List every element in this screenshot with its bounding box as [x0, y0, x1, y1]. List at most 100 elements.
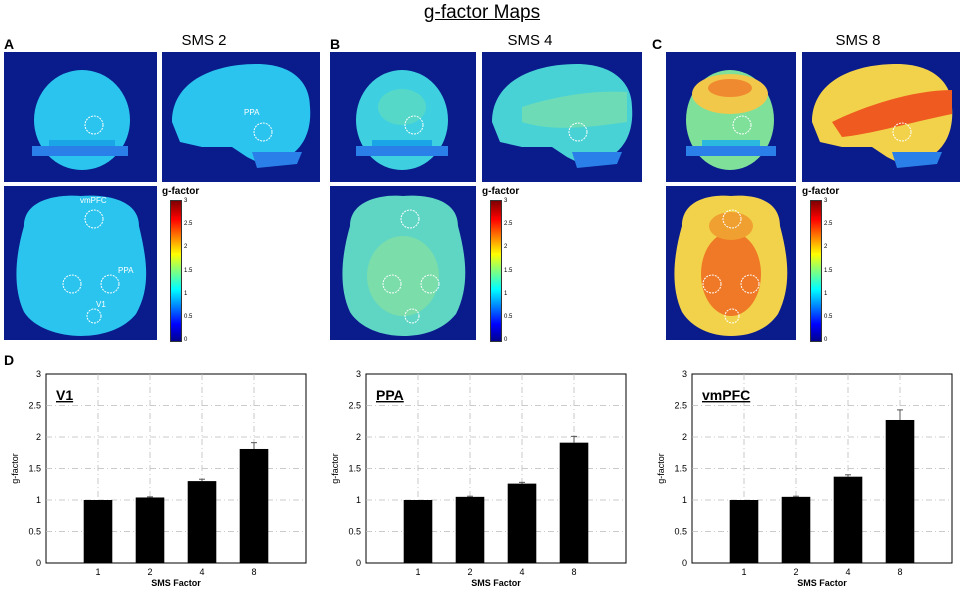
colorbar-tick: 3: [184, 198, 188, 204]
x-tick-label: 1: [741, 567, 746, 577]
colorbar-tick: 1: [824, 291, 828, 297]
figure-title: g-factor Maps: [423, 2, 541, 23]
colorbar-c-ticks: 3 2.5 2 1.5 1 0.5 0: [824, 198, 836, 344]
colorbar-a-ticks: 3 2.5 2 1.5 1 0.5 0: [184, 198, 196, 344]
y-tick-label: 1.5: [28, 464, 41, 474]
colorbar-tick: 2.5: [824, 221, 833, 227]
y-tick-label: 1.5: [348, 464, 361, 474]
y-tick-label: 3: [682, 369, 687, 379]
colorbar-tick: 1.5: [504, 268, 513, 274]
y-tick-label: 0: [36, 558, 41, 568]
colorbar-tick: 1: [184, 291, 188, 297]
x-tick-label: 8: [897, 567, 902, 577]
y-tick-label: 3: [36, 369, 41, 379]
colorbar-tick: 2: [824, 244, 828, 250]
bar: [239, 448, 269, 563]
colorbar-tick: 1.5: [184, 268, 193, 274]
x-tick-label: 4: [519, 567, 524, 577]
mri-axial-sms8: [666, 186, 796, 340]
chart-title: vmPFC: [702, 387, 750, 403]
colorbar-tick: 0.5: [184, 314, 193, 320]
mri-sagittal-sms8: [802, 52, 960, 182]
mri-axial-sms2: vmPFC PPA V1: [4, 186, 157, 340]
y-axis-label: g-factor: [656, 453, 666, 484]
y-axis-label: g-factor: [330, 453, 340, 484]
x-axis-label: SMS Factor: [797, 578, 847, 588]
x-tick-label: 8: [571, 567, 576, 577]
x-tick-label: 4: [845, 567, 850, 577]
bar: [833, 476, 863, 563]
bar: [187, 481, 217, 563]
y-tick-label: 2.5: [348, 401, 361, 411]
x-tick-label: 2: [793, 567, 798, 577]
x-tick-label: 2: [147, 567, 152, 577]
bar: [403, 500, 433, 563]
colorbar-tick: 0: [504, 337, 508, 343]
colorbar-tick: 3: [824, 198, 828, 204]
bar: [729, 500, 759, 563]
y-tick-label: 0.5: [28, 527, 41, 537]
panel-b-title: SMS 4: [507, 32, 553, 49]
colorbar-tick: 0: [824, 337, 828, 343]
y-tick-label: 2.5: [674, 401, 687, 411]
colorbar-a-label: g-factor: [162, 186, 200, 197]
colorbar-b-label: g-factor: [482, 186, 520, 197]
chart-ppa: 0 0.5 1 1.5 2 2.5 3 1 2 4 8 SMS Factor g-factor PPA: [330, 369, 627, 588]
chart-title: PPA: [376, 387, 404, 403]
chart-vmpfc: 0 0.5 1 1.5 2 2.5 3 1 2 4 8 SMS Factor g-factor vmPFC: [656, 369, 953, 588]
colorbar-tick: 1.5: [824, 268, 833, 274]
colorbar-tick: 2.5: [184, 221, 193, 227]
y-tick-label: 1: [356, 495, 361, 505]
colorbar-tick: 3: [504, 198, 508, 204]
x-axis-label: SMS Factor: [471, 578, 521, 588]
y-tick-label: 2: [682, 432, 687, 442]
chart-v1: 0 0.5 1 1.5 2 2.5 3 1 2 4 8 SMS Factor g-factor V1: [10, 369, 307, 588]
y-tick-label: 2: [356, 432, 361, 442]
y-tick-label: 0.5: [348, 527, 361, 537]
panel-c-title: SMS 8: [835, 32, 881, 49]
bar: [135, 497, 165, 563]
mri-coronal-sms8: [666, 52, 796, 182]
x-tick-label: 2: [467, 567, 472, 577]
y-tick-label: 2: [36, 432, 41, 442]
bar: [781, 496, 811, 563]
y-tick-label: 1: [36, 495, 41, 505]
panel-letter-c: C: [652, 36, 663, 52]
bar: [455, 496, 485, 563]
mri-coronal-sms2: [4, 52, 157, 182]
bar: [885, 419, 915, 563]
bar: [83, 500, 113, 563]
y-tick-label: 0: [356, 558, 361, 568]
panel-a-title: SMS 2: [181, 32, 227, 49]
x-tick-label: 8: [251, 567, 256, 577]
colorbar-tick: 0.5: [504, 314, 513, 320]
bar: [507, 483, 537, 563]
y-tick-label: 0.5: [674, 527, 687, 537]
colorbar-tick: 0.5: [824, 314, 833, 320]
label-ppa-axial: PPA: [118, 266, 134, 275]
x-axis-label: SMS Factor: [151, 578, 201, 588]
colorbar-tick: 0: [184, 337, 188, 343]
mri-axial-sms4: [330, 186, 476, 340]
label-vmpfc: vmPFC: [80, 196, 107, 205]
chart-title: V1: [56, 387, 73, 403]
colorbar-tick: 2: [184, 244, 188, 250]
mri-sagittal-sms2: PPA: [162, 52, 320, 182]
label-v1: V1: [96, 300, 106, 309]
panel-letter-a: A: [4, 36, 15, 52]
colorbar-tick: 1: [504, 291, 508, 297]
mri-sagittal-sms4: [482, 52, 642, 182]
x-tick-label: 1: [95, 567, 100, 577]
panel-letter-d: D: [4, 352, 15, 368]
colorbar-tick: 2.5: [504, 221, 513, 227]
panel-letter-b: B: [330, 36, 341, 52]
colorbar-c: [810, 200, 822, 342]
colorbar-tick: 2: [504, 244, 508, 250]
x-tick-label: 1: [415, 567, 420, 577]
label-ppa-sagittal: PPA: [244, 108, 260, 117]
colorbar-c-label: g-factor: [802, 186, 840, 197]
y-axis-label: g-factor: [10, 453, 20, 484]
y-tick-label: 2.5: [28, 401, 41, 411]
y-tick-label: 3: [356, 369, 361, 379]
